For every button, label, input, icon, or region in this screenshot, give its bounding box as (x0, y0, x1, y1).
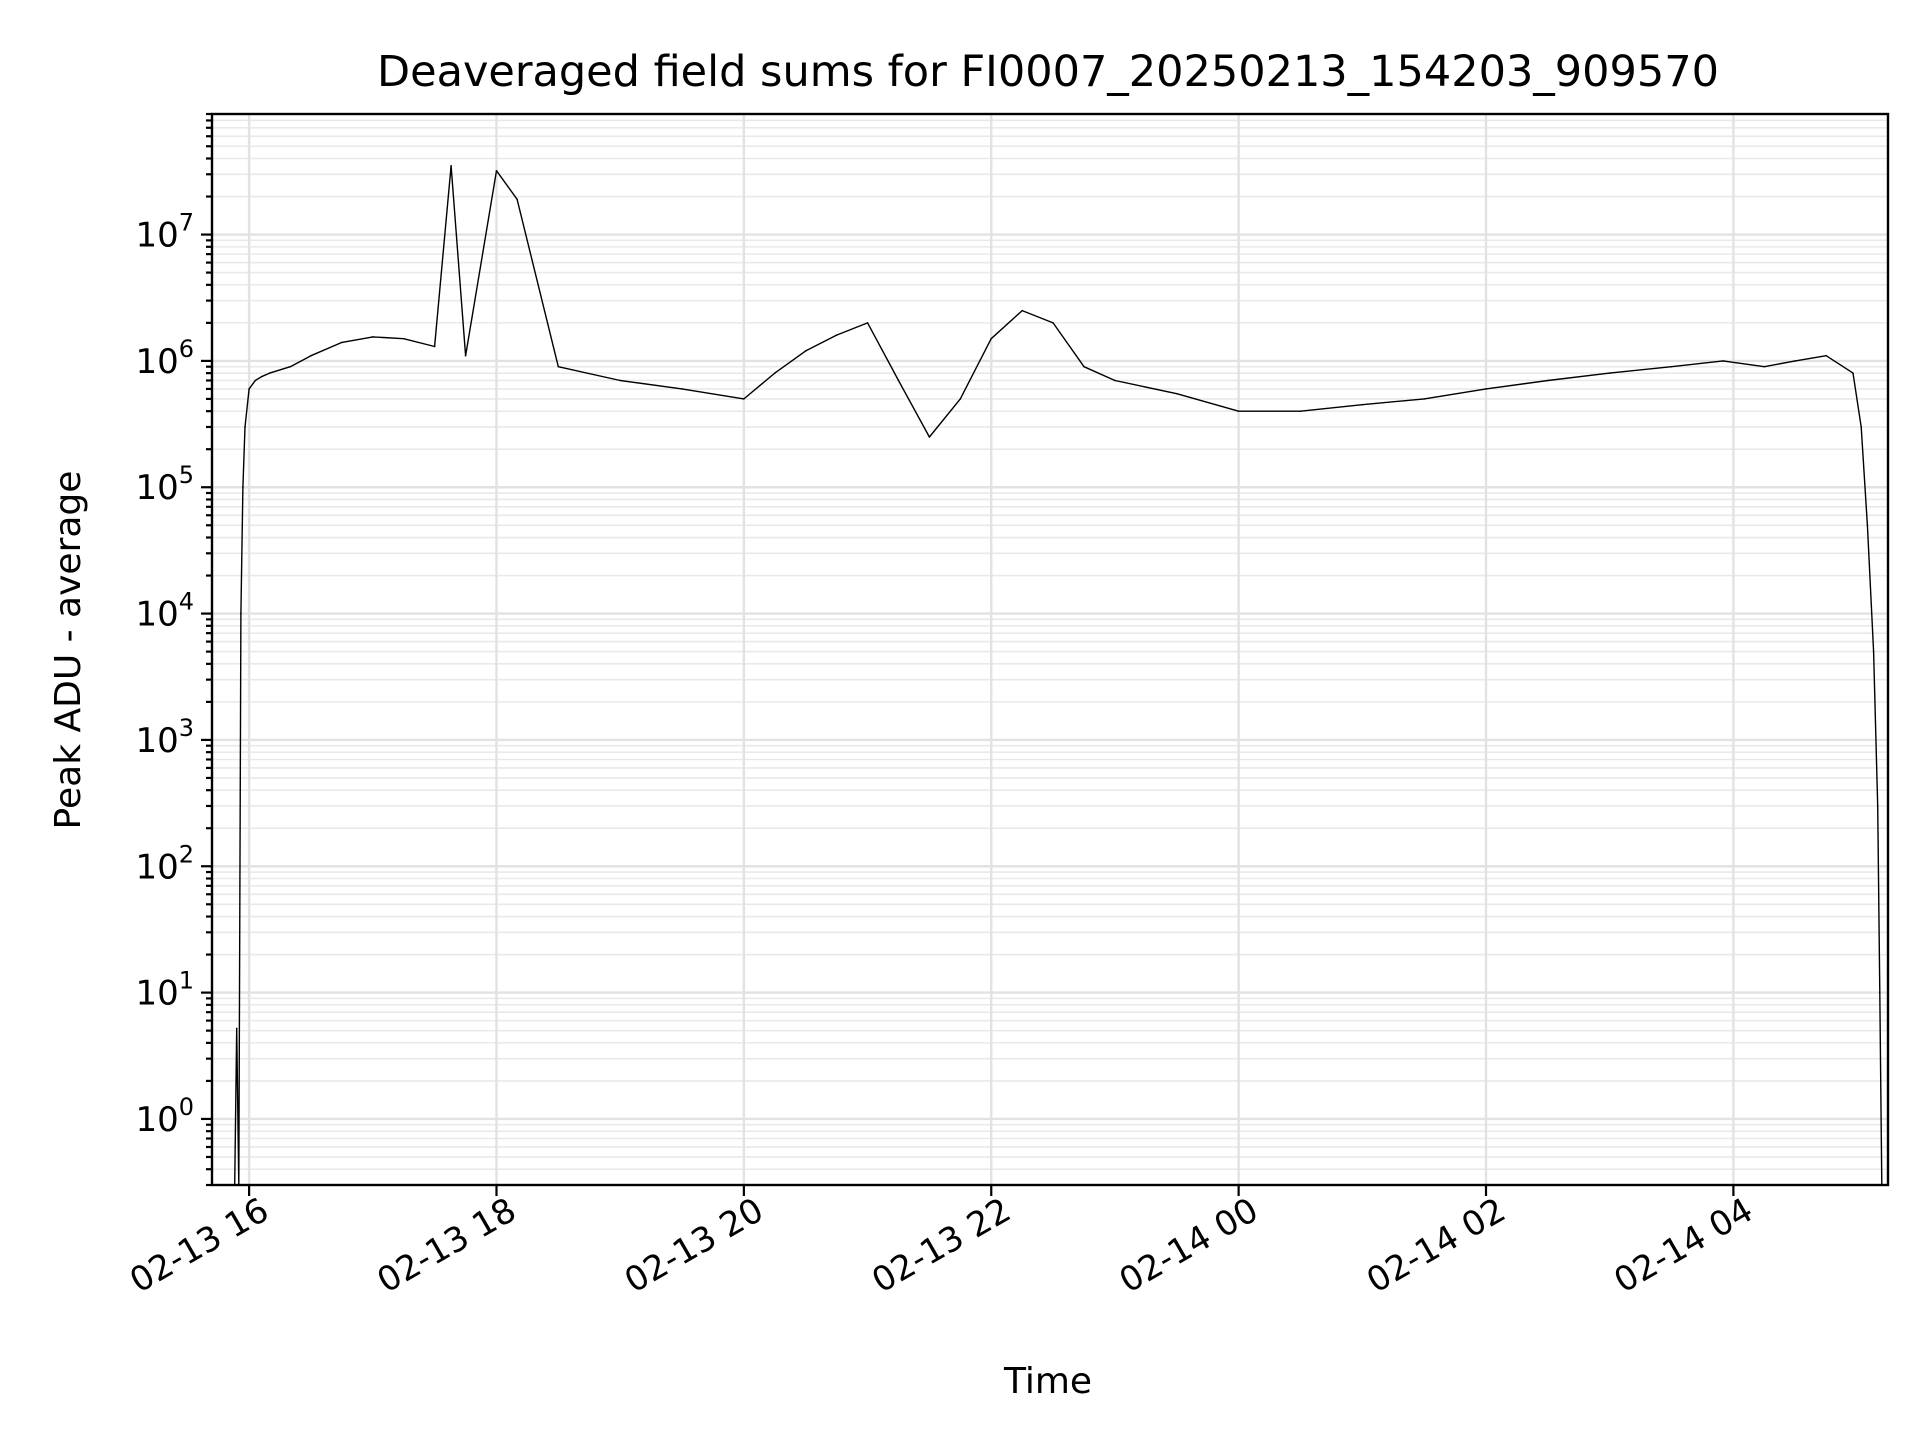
data-point (866, 322, 869, 324)
data-point (254, 379, 257, 382)
data-point (516, 198, 518, 201)
data-point (341, 341, 343, 344)
data-point (1722, 360, 1724, 362)
data-point (240, 612, 242, 615)
data-point (235, 1027, 238, 1030)
data-point (1083, 365, 1085, 368)
data-point (1878, 991, 1881, 994)
y-tick-label: 106 (135, 335, 194, 382)
data-point (1825, 354, 1827, 357)
data-point (1876, 805, 1879, 807)
series-layer (233, 165, 1883, 1186)
y-tick-label: 105 (135, 461, 194, 508)
y-tick-label: 107 (135, 209, 194, 256)
data-point (402, 337, 405, 340)
data-point (681, 388, 683, 390)
data-point (1237, 410, 1240, 412)
y-tick-label: 100 (135, 1093, 194, 1140)
data-point (557, 365, 560, 368)
data-point (371, 336, 374, 338)
data-point (1547, 379, 1549, 382)
y-tick-label: 101 (135, 967, 194, 1014)
data-point (242, 486, 244, 489)
data-point (1299, 410, 1302, 412)
data-point (495, 169, 498, 172)
data-point (310, 354, 312, 357)
chart-title: Deaveraged field sums for FI0007_2025021… (377, 47, 1719, 97)
data-point (244, 426, 246, 428)
y-tick-label: 103 (135, 714, 194, 761)
plot-frame (210, 112, 1890, 1187)
data-point (1866, 524, 1869, 527)
data-point (1608, 372, 1611, 374)
data-point (897, 379, 900, 382)
data-point (1670, 365, 1673, 368)
data-point (260, 375, 263, 378)
series-line (234, 165, 1883, 1186)
data-point (268, 372, 271, 374)
data-point (1763, 365, 1766, 368)
data-point (289, 365, 292, 368)
data-point (773, 372, 776, 374)
data-point (1423, 398, 1425, 400)
y-axis: 100 101 102 103 104 105 106 107 (135, 112, 212, 1187)
data-point (433, 345, 436, 348)
y-tick-label: 102 (135, 840, 194, 887)
x-axis-label: Time (1003, 1361, 1092, 1402)
data-point (1485, 388, 1487, 390)
data-point (1860, 426, 1863, 428)
data-point (248, 388, 250, 390)
data-point (1852, 372, 1854, 374)
data-point (1021, 309, 1023, 312)
data-point (990, 337, 993, 340)
data-point (464, 354, 467, 357)
data-point (743, 398, 745, 400)
data-point (959, 398, 962, 400)
data-point (1794, 360, 1797, 362)
data-point (1175, 392, 1178, 395)
data-point (928, 436, 931, 438)
data-point (619, 379, 621, 382)
data-point (1361, 403, 1364, 406)
grid (212, 113, 1888, 1186)
data-point (804, 350, 807, 352)
y-axis-label: Peak ADU - average (48, 471, 89, 830)
data-point (835, 334, 838, 336)
y-tick-label: 104 (135, 588, 194, 635)
data-point (450, 165, 452, 167)
data-point (1872, 650, 1875, 653)
data-point (1052, 322, 1054, 324)
data-point (1114, 379, 1116, 382)
